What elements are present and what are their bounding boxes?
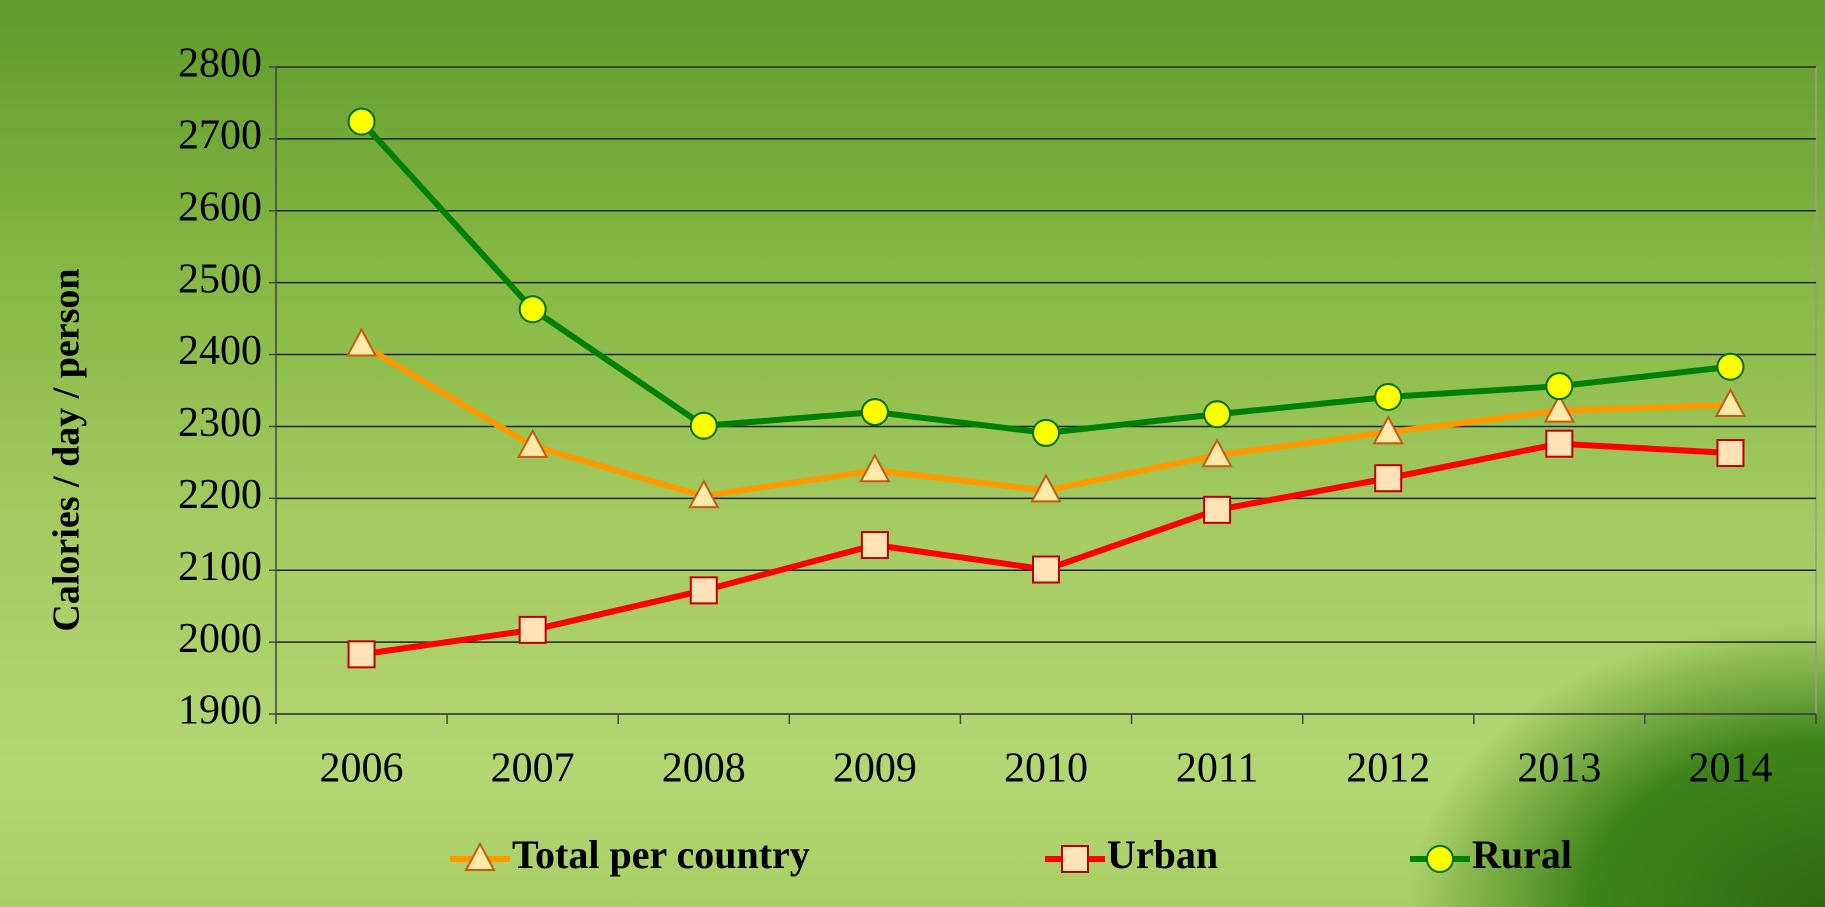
legend-label: Rural: [1472, 832, 1572, 877]
x-tick-label: 2007: [491, 746, 575, 792]
marker: [861, 455, 889, 481]
marker: [349, 109, 375, 135]
marker: [1375, 384, 1401, 410]
x-tick-label: 2011: [1176, 746, 1258, 792]
marker: [520, 617, 546, 643]
y-axis-title: Calories / day / person: [46, 268, 88, 631]
marker: [1375, 465, 1401, 491]
y-tick-label: 2800: [178, 41, 262, 87]
legend-marker: [1062, 846, 1088, 872]
legend-label: Total per country: [512, 832, 810, 877]
marker: [348, 329, 376, 355]
slide: Calories / day / person 1900 2000 2100 2200…: [0, 0, 1825, 907]
marker: [520, 296, 546, 322]
marker: [1546, 373, 1572, 399]
marker: [1033, 420, 1059, 446]
x-tick-label: 2006: [320, 746, 404, 792]
marker: [1204, 401, 1230, 427]
marker: [862, 399, 888, 425]
y-tick-label: 1900: [178, 688, 262, 734]
legend-marker: [1427, 846, 1453, 872]
y-tick-label: 2600: [178, 184, 262, 230]
series-line: [362, 122, 1731, 433]
y-tick-label: 2700: [178, 113, 262, 159]
marker: [1546, 431, 1572, 457]
x-tick-label: 2009: [833, 746, 917, 792]
marker: [1717, 440, 1743, 466]
y-tick-label: 2300: [178, 400, 262, 446]
legend-label: Urban: [1107, 832, 1218, 877]
x-tick-label: 2013: [1517, 746, 1601, 792]
marker: [691, 577, 717, 603]
y-tick-label: 2400: [178, 328, 262, 374]
marker: [1033, 557, 1059, 583]
y-tick-label: 2200: [178, 472, 262, 518]
y-tick-label: 2000: [178, 616, 262, 662]
marker: [1204, 497, 1230, 523]
marker: [519, 431, 547, 457]
x-tick-label: 2008: [662, 746, 746, 792]
marker: [862, 532, 888, 558]
x-tick-label: 2014: [1688, 746, 1772, 792]
x-tick-label: 2012: [1346, 746, 1430, 792]
x-tick-label: 2010: [1004, 746, 1088, 792]
marker: [1717, 354, 1743, 380]
y-tick-label: 2500: [178, 256, 262, 302]
y-tick-label: 2100: [178, 544, 262, 590]
marker: [691, 413, 717, 439]
marker: [349, 641, 375, 667]
chart: Calories / day / person 1900 2000 2100 2200…: [0, 0, 1825, 907]
